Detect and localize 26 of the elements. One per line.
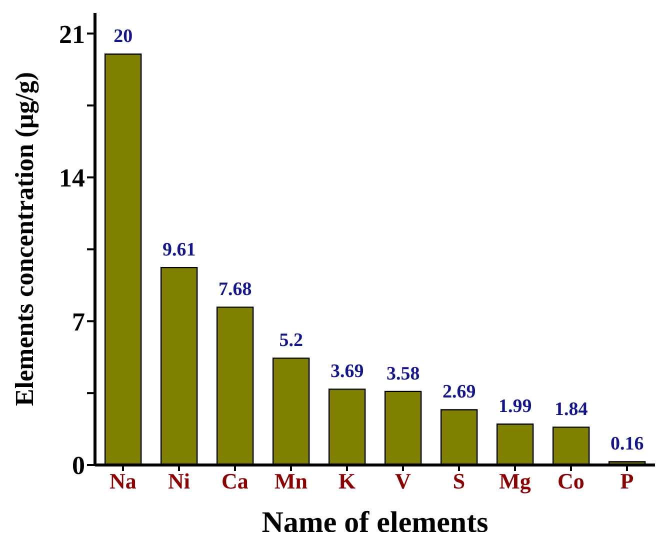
x-tick-label: Co	[558, 468, 584, 494]
y-tick-label: 0	[72, 451, 85, 480]
data-label: 2.69	[442, 382, 476, 403]
x-tick-label: P	[620, 468, 634, 494]
data-label: 3.58	[386, 363, 420, 384]
data-label: 3.69	[330, 361, 364, 382]
y-tick-label: 21	[59, 20, 85, 49]
data-label: 1.99	[498, 396, 532, 418]
y-tick-label: 7	[72, 307, 85, 336]
x-tick-label: Ca	[222, 468, 248, 494]
y-axis-title: Elements concentration (µg/g)	[10, 72, 40, 406]
data-label: 7.68	[218, 279, 252, 300]
x-tick-label: S	[452, 468, 466, 494]
data-label: 20	[114, 26, 133, 48]
data-label: 1.84	[554, 399, 588, 420]
x-tick-label: V	[395, 468, 412, 494]
x-axis-title: Name of elements	[262, 506, 488, 539]
x-tick-label: Na	[110, 468, 136, 494]
data-label: 9.61	[162, 240, 196, 261]
data-label: 0.16	[610, 434, 644, 455]
data-label: 5.2	[279, 330, 303, 352]
y-tick-label: 14	[59, 164, 85, 193]
x-tick-label: K	[338, 468, 356, 494]
x-tick-label: Mn	[274, 468, 308, 494]
x-tick-label: Mg	[499, 468, 531, 494]
x-tick-label: Ni	[168, 468, 190, 494]
